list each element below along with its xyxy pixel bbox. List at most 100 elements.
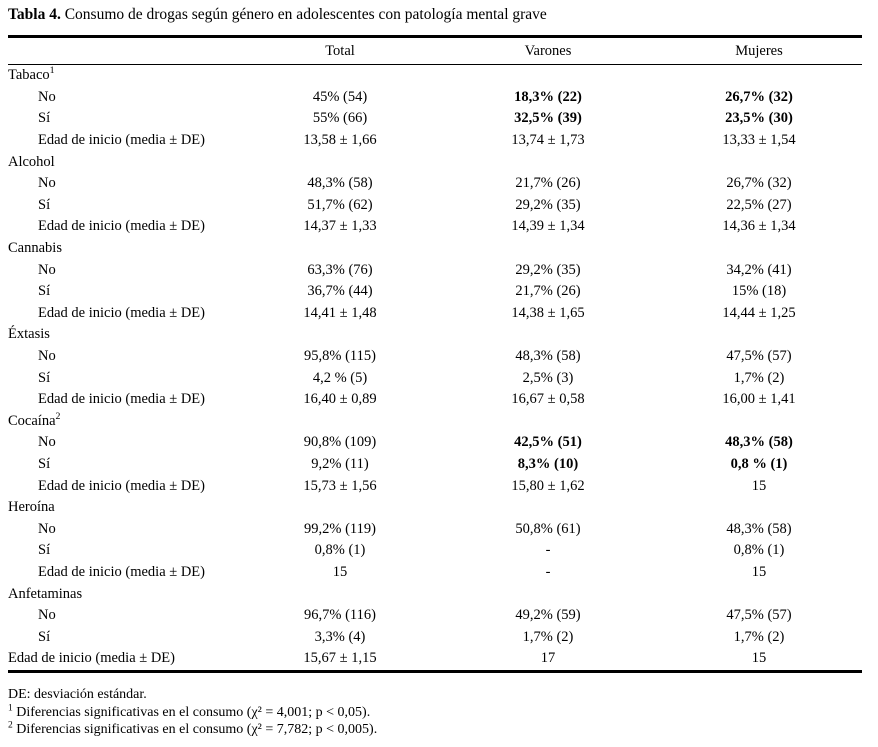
row-label: Edad de inicio (media ± DE) <box>38 304 205 321</box>
value-cell: 15% (18) <box>731 283 787 300</box>
row-label: Sí <box>38 110 51 127</box>
value-cell: 13,74 ± 1,73 <box>511 132 585 149</box>
data-row: Sí 51,7% (62) 29,2% (35) 22,5% (27) <box>8 195 862 217</box>
value-cell: 15 <box>751 563 767 580</box>
section-row: Heroína <box>8 497 862 519</box>
value-cell: 14,38 ± 1,65 <box>511 304 585 321</box>
value-cell: 96,7% (116) <box>304 607 376 624</box>
value-cell: 95,8% (115) <box>304 348 376 365</box>
value-cell: 8,3% (10) <box>517 455 579 472</box>
value-cell: 36,7% (44) <box>307 283 373 300</box>
data-row: No 63,3% (76) 29,2% (35) 34,2% (41) <box>8 259 862 281</box>
data-row: Edad de inicio (media ± DE) 16,40 ± 0,89 1… <box>8 389 862 411</box>
value-cell: 3,3% (4) <box>314 628 366 645</box>
value-cell: 2,5% (3) <box>522 369 574 386</box>
data-row: Sí 3,3% (4) 1,7% (2) 1,7% (2) <box>8 626 862 648</box>
column-header-varones: Varones <box>440 36 656 65</box>
column-header-row: Total Varones Mujeres <box>8 36 862 65</box>
value-cell: - <box>545 542 551 559</box>
data-row: No 90,8% (109) 42,5% (51) 48,3% (58) <box>8 432 862 454</box>
data-row: No 95,8% (115) 48,3% (58) 47,5% (57) <box>8 346 862 368</box>
row-label: Sí <box>38 542 51 559</box>
data-row: Edad de inicio (media ± DE) 14,41 ± 1,48 1… <box>8 303 862 325</box>
value-cell: 48,3% (58) <box>515 348 581 365</box>
row-label: Edad de inicio (media ± DE) <box>38 563 205 580</box>
data-row: Sí 4,2 % (5) 2,5% (3) 1,7% (2) <box>8 367 862 389</box>
footnote-abbreviation: DE: desviación estándar. <box>8 687 147 702</box>
section-footnote-marker: 1 <box>49 65 55 77</box>
section-label: Heroína <box>8 499 55 516</box>
value-cell: 14,37 ± 1,33 <box>303 218 377 235</box>
data-row: No 96,7% (116) 49,2% (59) 47,5% (57) <box>8 605 862 627</box>
section-label: Anfetaminas <box>8 585 83 602</box>
value-cell: 55% (66) <box>312 110 368 127</box>
value-cell: 23,5% (30) <box>725 110 793 127</box>
value-cell: 21,7% (26) <box>515 283 581 300</box>
value-cell: 29,2% (35) <box>515 196 581 213</box>
value-cell: 16,00 ± 1,41 <box>722 391 796 408</box>
value-cell: 1,7% (2) <box>522 628 574 645</box>
row-label: Edad de inicio (media ± DE) <box>38 477 205 494</box>
row-label: Sí <box>38 628 51 645</box>
value-cell: 99,2% (119) <box>304 520 376 537</box>
row-label: No <box>38 607 56 624</box>
value-cell: 1,7% (2) <box>733 628 785 645</box>
value-cell: 63,3% (76) <box>307 261 373 278</box>
row-label: Sí <box>38 196 51 213</box>
column-header-mujeres: Mujeres <box>656 36 862 65</box>
value-cell: 15 <box>751 650 767 667</box>
row-label: Sí <box>38 455 51 472</box>
value-cell: 13,33 ± 1,54 <box>722 132 796 149</box>
value-cell: 49,2% (59) <box>515 607 581 624</box>
value-cell: 14,44 ± 1,25 <box>722 304 796 321</box>
row-label: No <box>38 261 56 278</box>
value-cell: 51,7% (62) <box>307 196 373 213</box>
section-label: Tabaco1 <box>8 65 55 84</box>
value-cell: 14,36 ± 1,34 <box>722 218 796 235</box>
section-row: Alcohol <box>8 151 862 173</box>
value-cell: 48,3% (58) <box>725 434 793 451</box>
value-cell: 14,39 ± 1,34 <box>511 218 585 235</box>
table-header: Total Varones Mujeres <box>8 36 862 65</box>
value-cell: 48,3% (58) <box>307 175 373 192</box>
data-row: Edad de inicio (media ± DE) 14,37 ± 1,33 1… <box>8 216 862 238</box>
data-row: Sí 55% (66) 32,5% (39) 23,5% (30) <box>8 108 862 130</box>
row-label: Edad de inicio (media ± DE) <box>38 391 205 408</box>
value-cell: 0,8% (1) <box>733 542 785 559</box>
footnote-1-marker: 1 <box>8 702 13 713</box>
footnotes: DE: desviación estándar. 1 Diferencias s… <box>8 686 377 739</box>
footnote-1: 1 Diferencias significativas en el consu… <box>8 702 377 722</box>
value-cell: 9,2% (11) <box>311 455 369 472</box>
section-row: Tabaco1 <box>8 65 862 87</box>
value-cell: 13,58 ± 1,66 <box>303 132 377 149</box>
value-cell: 15,67 ± 1,15 <box>303 650 377 667</box>
column-header-empty <box>8 36 240 65</box>
footnote-2-marker: 2 <box>8 720 13 731</box>
data-row: Edad de inicio (media ± DE) 15 - 15 <box>8 562 862 584</box>
value-cell: 29,2% (35) <box>515 261 581 278</box>
value-cell: 0,8 % (1) <box>730 455 788 472</box>
row-label: No <box>38 520 56 537</box>
data-row: No 99,2% (119) 50,8% (61) 48,3% (58) <box>8 518 862 540</box>
value-cell: 15,80 ± 1,62 <box>511 477 585 494</box>
value-cell: 22,5% (27) <box>726 196 792 213</box>
value-cell: 4,2 % (5) <box>312 369 368 386</box>
section-row: Éxtasis <box>8 324 862 346</box>
value-cell: 32,5% (39) <box>514 110 582 127</box>
value-cell: 17 <box>540 650 556 667</box>
row-label: No <box>38 434 56 451</box>
row-label: No <box>38 88 56 105</box>
footnote-1-text: Diferencias significativas en el consumo… <box>12 704 371 720</box>
value-cell: 15 <box>751 477 767 494</box>
section-footnote-marker: 2 <box>55 410 61 422</box>
value-cell: 48,3% (58) <box>726 520 792 537</box>
data-row: No 45% (54) 18,3% (22) 26,7% (32) <box>8 87 862 109</box>
data-row: Sí 36,7% (44) 21,7% (26) 15% (18) <box>8 281 862 303</box>
value-cell: 47,5% (57) <box>726 607 792 624</box>
value-cell: 26,7% (32) <box>726 175 792 192</box>
value-cell: 0,8% (1) <box>314 542 366 559</box>
column-header-total: Total <box>240 36 440 65</box>
value-cell: 26,7% (32) <box>725 88 793 105</box>
value-cell: 47,5% (57) <box>726 348 792 365</box>
